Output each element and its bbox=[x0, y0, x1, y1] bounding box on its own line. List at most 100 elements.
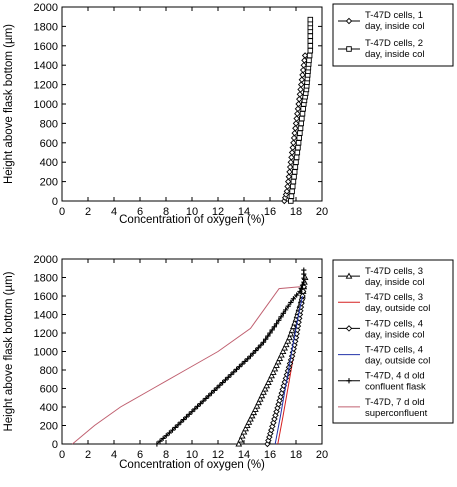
data-point bbox=[277, 393, 284, 401]
data-point bbox=[220, 379, 226, 386]
legend-label: superconfluent bbox=[365, 408, 428, 419]
data-point bbox=[269, 368, 277, 375]
data-point bbox=[248, 412, 256, 419]
data-point bbox=[242, 358, 248, 365]
data-point bbox=[293, 154, 300, 161]
data-point bbox=[265, 378, 272, 386]
data-point bbox=[307, 47, 314, 54]
data-point bbox=[281, 344, 288, 351]
x-tick-label: 8 bbox=[163, 449, 169, 461]
data-point bbox=[285, 303, 291, 309]
legend-label: T-47D, 4 d old bbox=[365, 371, 425, 382]
data-point bbox=[306, 52, 313, 59]
data-point bbox=[297, 130, 303, 136]
data-point bbox=[169, 427, 176, 433]
y-tick-label: 600 bbox=[40, 138, 58, 150]
data-point bbox=[273, 321, 280, 327]
data-point bbox=[286, 334, 293, 341]
data-point bbox=[307, 33, 314, 39]
data-point bbox=[269, 423, 276, 430]
y-tick-label: 1200 bbox=[34, 328, 58, 340]
y-tick-label: 1000 bbox=[34, 347, 58, 359]
series-0 bbox=[235, 273, 309, 447]
data-point bbox=[247, 353, 254, 359]
data-point bbox=[272, 412, 279, 419]
data-point bbox=[296, 91, 304, 98]
x-tick-label: 20 bbox=[316, 449, 328, 461]
data-point bbox=[299, 71, 306, 79]
x-tick-label: 6 bbox=[137, 206, 143, 218]
plot-frame bbox=[61, 6, 323, 202]
y-tick-label: 1400 bbox=[34, 310, 58, 322]
series-line bbox=[274, 295, 303, 445]
data-point bbox=[222, 377, 229, 383]
data-point bbox=[236, 364, 242, 370]
data-point bbox=[288, 154, 295, 161]
x-tick-label: 2 bbox=[85, 449, 91, 461]
legend-label: day, outside col bbox=[365, 303, 430, 314]
x-tick-label: 20 bbox=[316, 206, 328, 218]
data-point bbox=[276, 354, 284, 361]
y-tick-label: 0 bbox=[52, 439, 58, 451]
x-tick-label: 12 bbox=[212, 206, 224, 218]
y-tick-label: 1800 bbox=[34, 21, 58, 33]
x-tick-label: 18 bbox=[290, 206, 302, 218]
series-4 bbox=[154, 267, 307, 447]
data-point bbox=[200, 398, 206, 404]
legend-box bbox=[332, 3, 454, 67]
data-point bbox=[289, 144, 296, 151]
data-point bbox=[266, 375, 274, 382]
data-point bbox=[292, 120, 300, 127]
x-tick-label: 10 bbox=[186, 206, 198, 218]
legend-label: day, outside col bbox=[365, 356, 430, 367]
data-point bbox=[287, 158, 295, 166]
x-tick-label: 6 bbox=[137, 449, 143, 461]
data-point bbox=[274, 404, 281, 412]
lower-chart: 0 2 4 6 8 10 12 14 16 18 2002004006008001000120014… bbox=[3, 254, 454, 471]
data-point bbox=[192, 406, 198, 412]
legend-marker bbox=[346, 46, 352, 52]
y-tick-label: 200 bbox=[40, 421, 58, 433]
data-point bbox=[290, 322, 297, 330]
data-point bbox=[175, 422, 181, 428]
data-point bbox=[282, 341, 290, 348]
x-tick-label: 16 bbox=[264, 206, 276, 218]
data-point bbox=[250, 409, 258, 416]
data-point bbox=[186, 411, 192, 417]
data-point bbox=[284, 178, 292, 185]
data-point bbox=[297, 125, 304, 131]
data-point bbox=[297, 86, 304, 93]
data-point bbox=[214, 385, 220, 391]
data-point bbox=[228, 372, 234, 378]
x-tick-label: 14 bbox=[238, 449, 250, 461]
legend-label: day, inside col bbox=[365, 49, 425, 60]
data-point bbox=[233, 366, 240, 372]
data-point bbox=[271, 415, 278, 423]
data-point bbox=[178, 419, 184, 425]
legend-label: T-47D, 7 d old bbox=[365, 397, 425, 408]
data-point bbox=[263, 336, 269, 342]
data-point bbox=[253, 347, 259, 354]
data-point bbox=[225, 374, 231, 380]
data-point bbox=[301, 52, 309, 59]
series-2 bbox=[264, 283, 308, 448]
legend-label: day, inside col bbox=[365, 21, 425, 32]
data-point bbox=[279, 347, 287, 355]
data-point bbox=[189, 409, 195, 415]
data-point bbox=[276, 317, 282, 323]
data-point bbox=[306, 57, 312, 64]
data-point bbox=[280, 310, 286, 316]
legend-label: T-47D cells, 3 bbox=[365, 292, 423, 303]
data-point bbox=[252, 405, 259, 412]
y-tick-label: 1400 bbox=[34, 60, 58, 72]
series-line bbox=[72, 286, 300, 445]
data-point bbox=[211, 387, 217, 394]
y-tick-label: 0 bbox=[52, 196, 58, 208]
data-point bbox=[250, 350, 256, 356]
data-point bbox=[295, 100, 302, 108]
legend-label: T-47D cells, 3 bbox=[365, 266, 423, 277]
data-point bbox=[296, 135, 303, 141]
data-point bbox=[298, 120, 304, 127]
